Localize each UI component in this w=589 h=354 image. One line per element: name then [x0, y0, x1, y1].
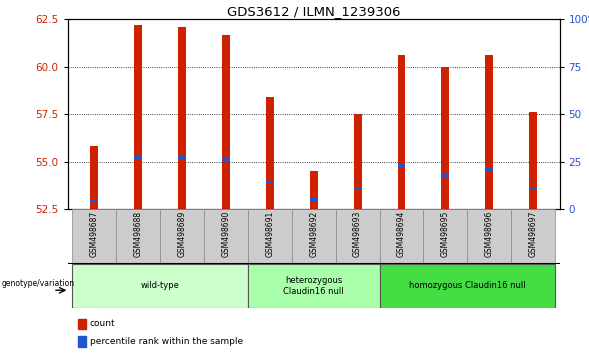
Bar	[78, 319, 87, 329]
Bar	[248, 209, 292, 264]
Bar	[90, 146, 98, 209]
Bar	[336, 209, 379, 264]
Bar	[134, 156, 142, 160]
Bar	[266, 97, 274, 209]
Bar	[485, 56, 493, 209]
Bar	[423, 209, 467, 264]
Bar	[266, 181, 274, 184]
Bar	[530, 112, 537, 209]
Text: GSM498697: GSM498697	[529, 211, 538, 257]
Text: heterozygous
Claudin16 null: heterozygous Claudin16 null	[283, 276, 344, 296]
Bar	[398, 56, 405, 209]
Text: count: count	[90, 319, 115, 329]
Bar	[379, 264, 555, 308]
Bar	[134, 25, 142, 209]
Bar	[222, 158, 230, 161]
Bar	[222, 35, 230, 209]
Bar	[485, 167, 493, 171]
Bar	[72, 264, 248, 308]
Bar	[467, 209, 511, 264]
Text: wild-type: wild-type	[141, 281, 180, 290]
Text: percentile rank within the sample: percentile rank within the sample	[90, 337, 243, 346]
Text: GSM498689: GSM498689	[177, 211, 186, 257]
Text: GSM498693: GSM498693	[353, 211, 362, 257]
Bar	[178, 27, 186, 209]
Bar	[178, 155, 186, 159]
Bar	[379, 209, 423, 264]
Bar	[530, 187, 537, 190]
Bar	[441, 173, 449, 177]
Bar	[78, 336, 87, 347]
Text: GSM498691: GSM498691	[265, 211, 274, 257]
Text: genotype/variation: genotype/variation	[1, 279, 75, 288]
Bar	[72, 209, 116, 264]
Bar	[511, 209, 555, 264]
Bar	[441, 67, 449, 209]
Bar	[292, 209, 336, 264]
Text: homozygous Claudin16 null: homozygous Claudin16 null	[409, 281, 525, 290]
Bar	[90, 199, 98, 202]
Bar	[310, 171, 317, 209]
Bar	[353, 114, 362, 209]
Text: GSM498695: GSM498695	[441, 211, 450, 257]
Text: GSM498687: GSM498687	[90, 211, 98, 257]
Bar	[353, 187, 362, 190]
Bar	[310, 198, 317, 201]
Bar	[160, 209, 204, 264]
Bar	[398, 164, 405, 167]
Text: GSM498696: GSM498696	[485, 211, 494, 257]
Bar	[116, 209, 160, 264]
Bar	[204, 209, 248, 264]
Text: GSM498694: GSM498694	[397, 211, 406, 257]
Text: GSM498688: GSM498688	[134, 211, 143, 257]
Text: GSM498692: GSM498692	[309, 211, 318, 257]
Bar	[248, 264, 379, 308]
Title: GDS3612 / ILMN_1239306: GDS3612 / ILMN_1239306	[227, 5, 401, 18]
Text: GSM498690: GSM498690	[221, 211, 230, 257]
